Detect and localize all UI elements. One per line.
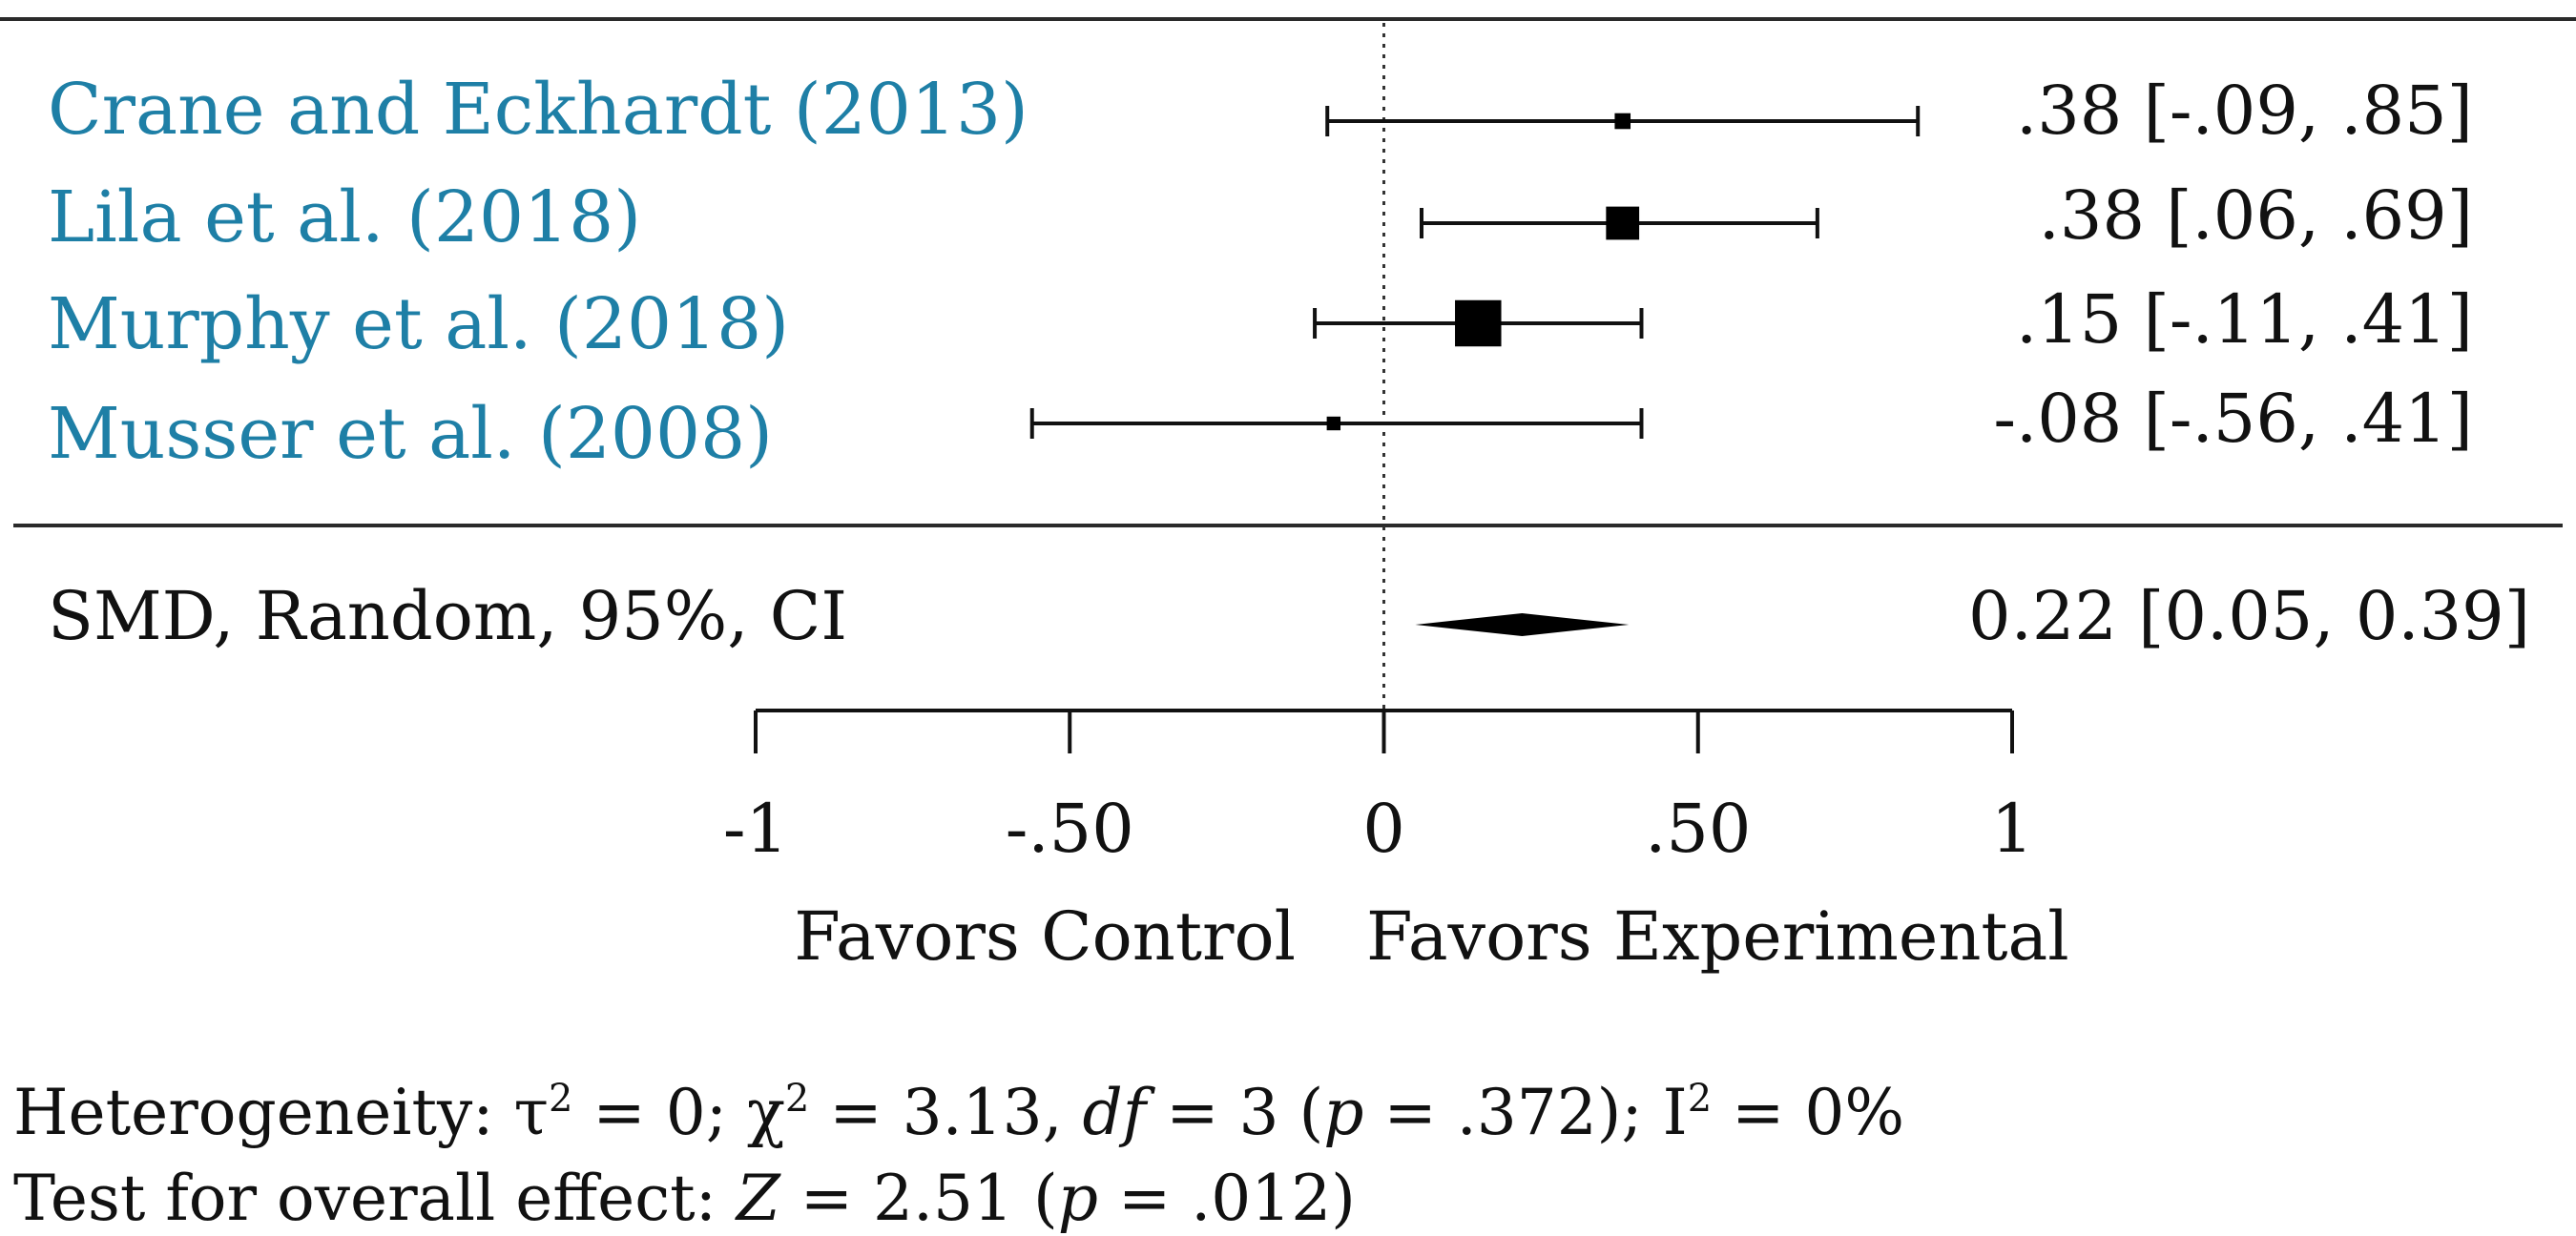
overall-p-rest: = .012) — [1098, 1162, 1356, 1235]
favors-control-label: Favors Control — [794, 897, 1296, 976]
study-rows: Crane and Eckhardt (2013) .38 [-.09, .85]… — [48, 69, 2473, 475]
study-ci-text: .38 [.06, .69] — [2039, 176, 2473, 255]
study-row: Musser et al. (2008) -.08 [-.56, .41] — [48, 380, 2473, 475]
study-ci-text: -.08 [-.56, .41] — [1993, 380, 2473, 458]
overall-prefix: Test for overall effect: — [13, 1162, 737, 1235]
overall-effect-line: Test for overall effect: Z = 2.51 (p = .… — [13, 1162, 1356, 1235]
df-rest: = 3 ( — [1146, 1076, 1323, 1149]
point-estimate-square — [1455, 299, 1502, 347]
heterogeneity-prefix: Heterogeneity: τ — [13, 1076, 549, 1149]
x-axis: -1 -.50 0 .50 1 — [723, 709, 2034, 868]
chi-exponent: 2 — [785, 1077, 809, 1121]
heterogeneity-line: Heterogeneity: τ2 = 0; χ2 = 3.13, df = 3… — [13, 1076, 1904, 1149]
study-row: Crane and Eckhardt (2013) .38 [-.09, .85] — [48, 69, 2473, 151]
z-italic: Z — [735, 1162, 781, 1235]
study-label: Crane and Eckhardt (2013) — [48, 69, 1028, 151]
heterogeneity-p-rest: = .372); I — [1363, 1076, 1687, 1149]
study-ci-text: .38 [-.09, .85] — [2016, 72, 2473, 150]
study-label: Musser et al. (2008) — [48, 393, 773, 475]
x-tick-label: -.50 — [1006, 790, 1134, 868]
pooled-label: SMD, Random, 95%, CI — [48, 577, 847, 655]
tau-exponent: 2 — [549, 1077, 572, 1121]
overall-p-italic: p — [1058, 1162, 1098, 1235]
z-rest: = 2.51 ( — [780, 1162, 1058, 1235]
study-ci-text: .15 [-.11, .41] — [2016, 280, 2473, 359]
pooled-estimate-diamond — [1415, 613, 1630, 636]
x-tick-label: .50 — [1645, 790, 1751, 868]
heterogeneity-end: = 0% — [1712, 1076, 1904, 1149]
study-row: Lila et al. (2018) .38 [.06, .69] — [48, 176, 2473, 258]
x-tick-label: -1 — [723, 790, 788, 868]
chi-part: = 0; χ — [572, 1076, 784, 1149]
chi-value: = 3.13, — [809, 1076, 1082, 1149]
df-italic: df — [1083, 1076, 1156, 1149]
point-estimate-square — [1326, 416, 1341, 431]
favors-experimental-label: Favors Experimental — [1366, 897, 2069, 976]
x-tick-label: 1 — [1991, 790, 2034, 868]
point-estimate-square — [1606, 206, 1640, 240]
study-label: Lila et al. (2018) — [48, 176, 641, 258]
point-estimate-square — [1614, 113, 1631, 130]
x-tick-label: 0 — [1362, 790, 1405, 868]
i-exponent: 2 — [1688, 1077, 1712, 1121]
study-row: Murphy et al. (2018) .15 [-.11, .41] — [48, 280, 2473, 365]
pooled-ci-text: 0.22 [0.05, 0.39] — [1968, 577, 2530, 655]
heterogeneity-p-italic: p — [1323, 1076, 1363, 1149]
study-label: Murphy et al. (2018) — [48, 283, 789, 365]
